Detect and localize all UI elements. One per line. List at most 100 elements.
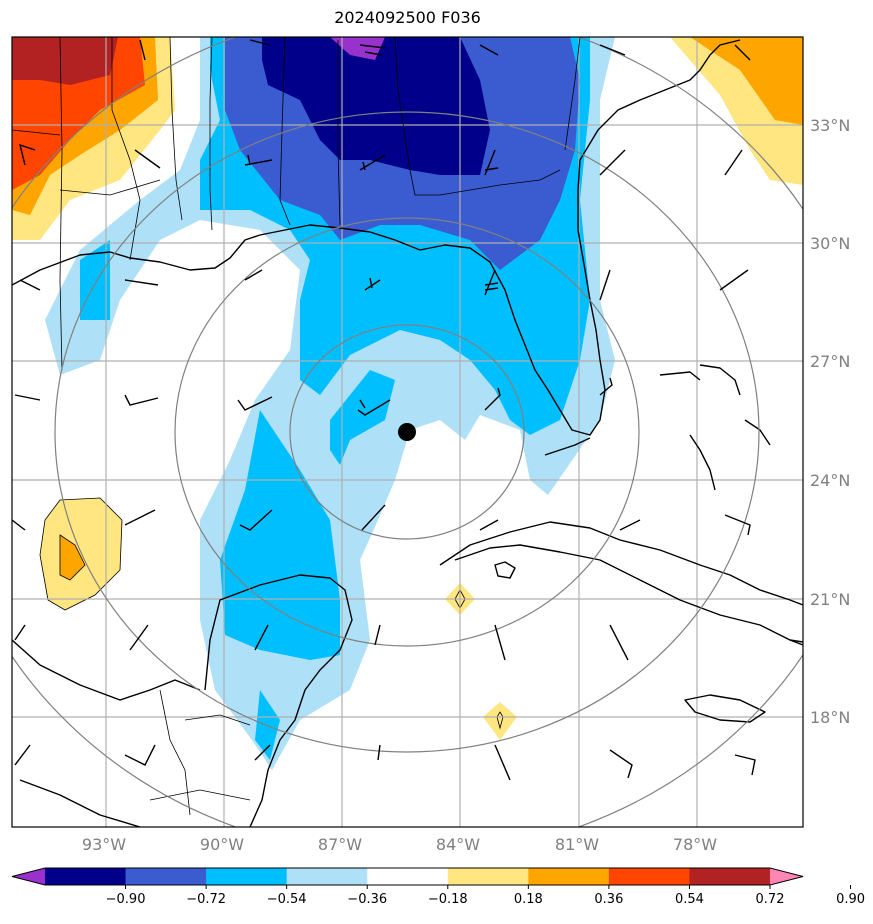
wind-barb — [124, 509, 156, 526]
colorbar-bin — [608, 868, 690, 885]
wind-barb — [609, 624, 629, 661]
colorbar-tick-label: −0.90 — [106, 892, 146, 907]
wind-barb — [361, 504, 386, 531]
lat-label: 18°N — [810, 708, 850, 727]
wind-barb — [599, 44, 626, 56]
wind-barb — [124, 744, 156, 766]
wind-barb — [237, 396, 273, 411]
colorbar-bin — [367, 868, 449, 885]
colorbar-tick-label: −0.72 — [186, 892, 226, 907]
colorbar-bin — [206, 868, 288, 885]
wind-barb — [239, 509, 273, 531]
wind-barb — [357, 399, 391, 416]
map-title: 2024092500 F036 — [334, 8, 481, 27]
gulf-coast — [12, 39, 741, 436]
wind-barb — [129, 624, 149, 651]
wind-barb — [599, 269, 611, 301]
navy-region — [262, 37, 490, 175]
wind-barb — [484, 149, 499, 176]
wind-barb — [734, 44, 751, 61]
colorbar: −0.90 −0.72 −0.54 −0.36 −0.18 0.18 0.36 0.54 0.7… — [11, 867, 865, 907]
lat-label: 27°N — [810, 352, 850, 371]
central-america-coast — [19, 779, 141, 827]
bahamas-1 — [659, 371, 701, 381]
colorbar-bin — [125, 868, 207, 885]
lon-label: 90°W — [200, 835, 244, 854]
orange-region-west-gulf — [60, 535, 85, 580]
plot-frame — [11, 36, 804, 828]
lat-label: 21°N — [810, 590, 850, 609]
lon-label: 93°W — [82, 835, 126, 854]
wind-barb — [734, 754, 756, 776]
wind-barb — [599, 377, 613, 396]
wind-barb — [14, 624, 26, 641]
wind-barb — [377, 744, 381, 761]
range-rings — [12, 37, 803, 827]
isle-of-youth — [494, 561, 516, 579]
keys — [544, 437, 591, 456]
orange-region-ne — [690, 37, 803, 125]
latitude-labels: 33°N 30°N 27°N 24°N 21°N 18°N — [810, 116, 850, 727]
wind-barb — [619, 519, 641, 531]
wind-barb — [609, 749, 633, 779]
wind-barb — [484, 269, 499, 296]
wind-barb — [719, 269, 749, 291]
wind-barbs — [12, 39, 756, 781]
cuba-south — [454, 544, 803, 643]
yucatan-coast — [204, 574, 353, 827]
colorbar-tick-label: −0.36 — [347, 892, 387, 907]
wind-barb — [254, 744, 271, 761]
wind-barb — [19, 279, 41, 291]
jamaica — [684, 694, 766, 723]
wind-barb — [724, 514, 751, 536]
colorbar-outline — [11, 867, 804, 886]
wind-barb — [14, 394, 41, 401]
bahamas-2 — [699, 364, 741, 396]
cuba — [439, 521, 803, 606]
colorbar-bin — [528, 868, 610, 885]
bahamas-3 — [689, 434, 716, 491]
dark-red-region-nw — [12, 37, 118, 85]
wind-barb — [359, 44, 386, 56]
wind-barb — [724, 149, 743, 176]
wind-barb — [479, 44, 499, 56]
state-borders — [12, 37, 581, 816]
wind-barb — [124, 394, 159, 406]
wind-barb — [374, 624, 381, 646]
lat-label: 30°N — [810, 234, 850, 253]
range-ring-2 — [174, 217, 640, 647]
wind-barb — [249, 39, 271, 46]
wind-barb — [134, 149, 161, 169]
colorbar-tick-label: −0.54 — [267, 892, 307, 907]
mexico-coast — [12, 639, 201, 701]
hispaniola — [789, 639, 803, 646]
wind-barb — [494, 744, 511, 781]
wind-barb — [14, 744, 31, 766]
colorbar-bin — [447, 868, 529, 885]
colorbar-extend-low — [12, 868, 45, 885]
wind-barb — [599, 149, 626, 176]
range-ring-1 — [289, 324, 525, 540]
negative-anomaly-field — [45, 37, 615, 770]
lon-label: 87°W — [318, 835, 362, 854]
colorbar-tick-label: 0.36 — [594, 892, 623, 907]
lon-label: 81°W — [555, 835, 599, 854]
colorbar-bin — [689, 868, 771, 885]
wind-barb — [254, 624, 269, 651]
wind-barb — [484, 387, 501, 411]
colorbar-tick-label: 0.54 — [675, 892, 704, 907]
wind-barb — [124, 279, 159, 286]
colorbar-tick-label: 0.72 — [756, 892, 785, 907]
wind-barb — [244, 269, 263, 281]
yellow-region-diamond-2 — [483, 702, 517, 740]
storm-center-dot — [398, 423, 416, 441]
lat-label: 24°N — [810, 471, 850, 490]
range-ring-3 — [54, 111, 760, 753]
longitude-labels: 93°W 90°W 87°W 84°W 81°W 78°W — [82, 835, 717, 854]
lon-label: 78°W — [673, 835, 717, 854]
wind-barb — [244, 154, 273, 166]
wind-barb — [359, 154, 386, 171]
wind-barb — [364, 277, 381, 291]
colorbar-tick-label: −0.18 — [428, 892, 468, 907]
